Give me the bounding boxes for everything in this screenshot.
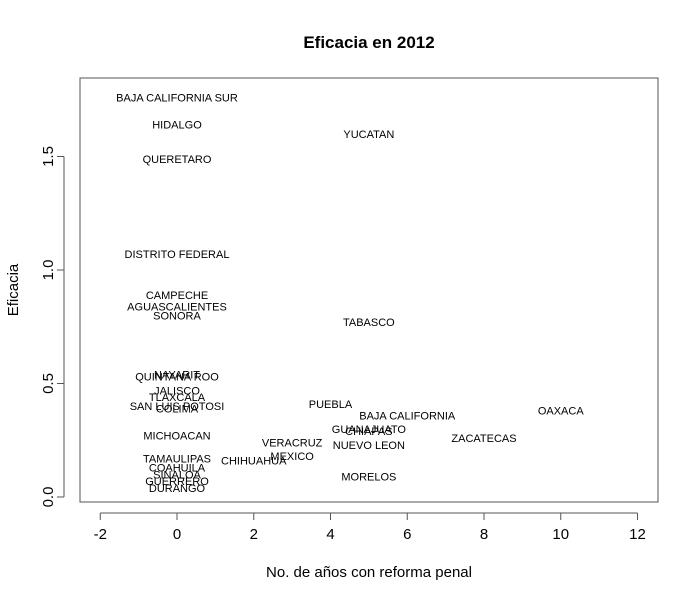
point-label: BAJA CALIFORNIA xyxy=(359,410,456,422)
x-tick-label: 10 xyxy=(552,526,569,543)
point-label: CHIAPAS xyxy=(345,426,392,438)
point-label: TAMAULIPAS xyxy=(143,453,211,465)
point-label: SONORA xyxy=(153,310,201,322)
y-tick-label: 0.5 xyxy=(40,373,57,394)
point-label: HIDALGO xyxy=(152,120,202,132)
point-label: JALISCO xyxy=(154,385,200,397)
point-label: CHIHUAHUA xyxy=(221,456,287,468)
y-tick-label: 0.0 xyxy=(40,487,57,508)
plot-frame xyxy=(79,77,659,503)
point-label: MICHOACAN xyxy=(143,431,210,443)
point-label: VERACRUZ xyxy=(262,438,323,450)
point-label: COAHUILA xyxy=(149,462,206,474)
point-label: NAYARIT xyxy=(154,369,200,381)
point-label: NUEVO LEON xyxy=(333,440,405,452)
point-label: MORELOS xyxy=(341,472,396,484)
point-label: TABASCO xyxy=(343,317,395,329)
y-axis-label: Eficacia xyxy=(5,263,22,316)
point-label: ZACATECAS xyxy=(451,433,516,445)
x-tick-label: 8 xyxy=(480,526,488,543)
point-label: BAJA CALIFORNIA SUR xyxy=(116,92,238,104)
point-label: GUANAJUATO xyxy=(332,424,407,436)
x-tick-label: -2 xyxy=(94,526,107,543)
point-label: OAXACA xyxy=(538,406,585,418)
point-label: DISTRITO FEDERAL xyxy=(125,249,230,261)
y-axis: 0.0 0.5 1.0 1.5 xyxy=(40,146,65,508)
x-tick-label: 6 xyxy=(403,526,411,543)
x-tick-label: 2 xyxy=(250,526,258,543)
y-tick-label: 1.5 xyxy=(40,146,57,167)
x-axis: -2 0 2 4 6 8 10 12 xyxy=(94,512,646,543)
point-label: QUINTANA ROO xyxy=(135,372,219,384)
point-label: CAMPECHE xyxy=(146,290,208,302)
point-label: SINALOA xyxy=(153,469,201,481)
point-labels: BAJA CALIFORNIA SUR HIDALGO YUCATAN QUERETA… xyxy=(116,92,584,494)
point-label: COLIMA xyxy=(156,403,199,415)
point-label: DURANGO xyxy=(149,483,206,495)
point-label: AGUASCALIENTES xyxy=(127,301,227,313)
x-tick-label: 12 xyxy=(629,526,646,543)
point-label: PUEBLA xyxy=(309,399,353,411)
x-tick-label: 0 xyxy=(173,526,181,543)
point-label: TLAXCALA xyxy=(149,392,206,404)
y-tick-label: 1.0 xyxy=(40,260,57,281)
point-label: QUERETARO xyxy=(143,154,212,166)
point-label: GUERRERO xyxy=(145,476,209,488)
point-label: MEXICO xyxy=(270,451,314,463)
x-axis-label: No. de años con reforma penal xyxy=(266,564,472,581)
point-label: YUCATAN xyxy=(343,129,394,141)
point-label: SAN LUIS POTOSI xyxy=(130,401,225,413)
chart-title: Eficacia en 2012 xyxy=(303,33,434,52)
x-tick-label: 4 xyxy=(326,526,334,543)
